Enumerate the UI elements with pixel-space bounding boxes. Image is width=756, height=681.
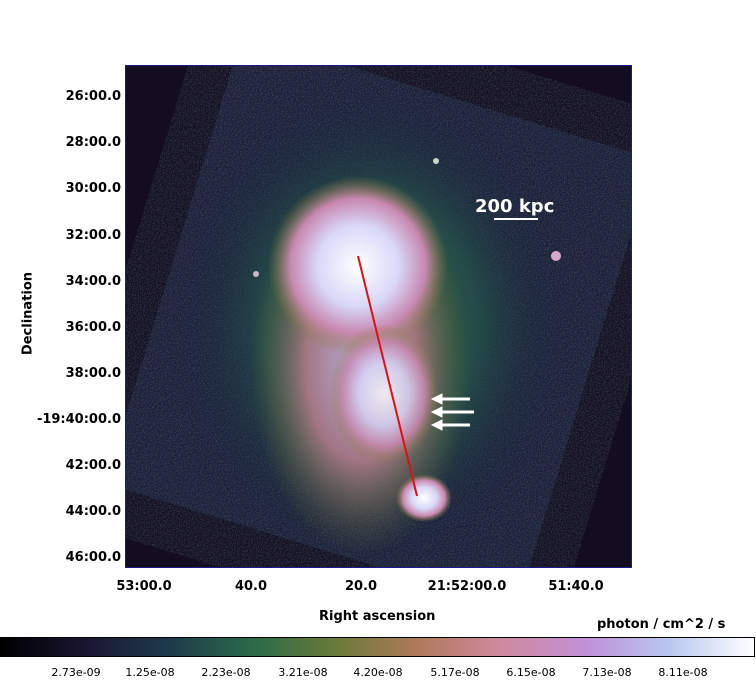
bright-core-middle	[329, 324, 439, 464]
colorbar-tick-label: 2.23e-08	[201, 666, 251, 679]
point-source	[551, 251, 561, 261]
x-axis-label: Right ascension	[319, 609, 436, 624]
y-tick-label: 34:00.0	[65, 274, 121, 289]
y-tick-label: -19:40:00.0	[36, 412, 121, 427]
point-source	[253, 271, 259, 277]
y-tick-label: 46:00.0	[65, 550, 121, 565]
y-tick-label: 30:00.0	[65, 181, 121, 196]
y-tick-label: 38:00.0	[65, 366, 121, 381]
y-tick-label: 26:00.0	[65, 89, 121, 104]
colorbar	[0, 637, 755, 657]
bright-core-north	[268, 176, 448, 356]
y-axis-label: Declination	[20, 271, 36, 356]
y-tick-label: 42:00.0	[65, 458, 121, 473]
arrows	[430, 393, 474, 431]
x-tick-label: 53:00.0	[116, 579, 172, 594]
bright-core-south	[396, 474, 452, 522]
y-tick-label: 44:00.0	[65, 504, 121, 519]
colorbar-tick-label: 3.21e-08	[278, 666, 328, 679]
colorbar-tick-label: 6.15e-08	[506, 666, 556, 679]
y-tick-label: 36:00.0	[65, 320, 121, 335]
colorbar-tick-label: 8.11e-08	[658, 666, 708, 679]
x-tick-label: 20.0	[344, 579, 378, 594]
x-tick-label: 51:40.0	[548, 579, 604, 594]
colorbar-tick-label: 2.73e-09	[51, 666, 101, 679]
colorbar-tick-label: 7.13e-08	[582, 666, 632, 679]
y-tick-label: 28:00.0	[65, 135, 121, 150]
sky-image-panel: 200 kpc	[125, 65, 632, 568]
x-tick-label: 40.0	[234, 579, 268, 594]
sky-image: 200 kpc	[126, 66, 631, 567]
point-source	[433, 158, 439, 164]
colorbar-tick-label: 4.20e-08	[353, 666, 403, 679]
profile-line	[357, 255, 418, 497]
colorbar-unit-label: photon / cm^2 / s	[597, 617, 726, 632]
y-tick-label: 32:00.0	[65, 228, 121, 243]
x-tick-label: 21:52:00.0	[427, 579, 507, 594]
colorbar-tick-label: 5.17e-08	[430, 666, 480, 679]
colorbar-tick-label: 1.25e-08	[125, 666, 175, 679]
scale-bar-label: 200 kpc	[475, 196, 554, 217]
